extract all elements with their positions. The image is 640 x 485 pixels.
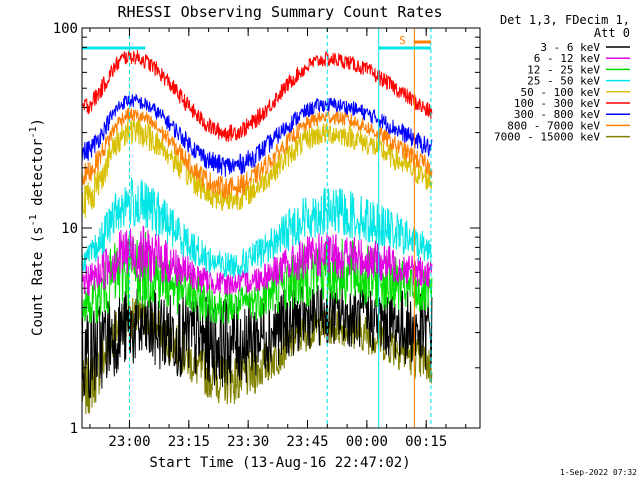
x-tick-label-3: 23:45	[286, 434, 328, 450]
x-tick-label-1: 23:15	[168, 434, 210, 450]
legend-label-7: 800 - 7000 keV	[507, 119, 600, 132]
y-label-close: )	[30, 118, 46, 126]
legend-header-line-1: Det 1,3, FDecim 1,	[500, 13, 630, 27]
series-line-0	[81, 285, 433, 399]
series-line-3	[81, 177, 433, 278]
x-tick-label-5: 00:15	[405, 434, 447, 450]
legend-label-8: 7000 - 15000 keV	[494, 131, 600, 144]
series-line-5	[81, 48, 433, 143]
chart-title: RHESSI Observing Summary Count Rates	[117, 3, 442, 21]
y-label-exp: -1	[28, 214, 39, 226]
series-line-4	[81, 117, 433, 220]
x-tick-label-2: 23:30	[227, 434, 269, 450]
x-tick-label-0: 23:00	[108, 434, 150, 450]
legend-label-3: 25 - 50 keV	[527, 75, 600, 88]
y-tick-label-2: 100	[53, 21, 78, 37]
legend-label-1: 6 - 12 keV	[534, 52, 601, 65]
axes: 1 10 100 23:00 23:15 23:30 23:45 00:00 00:15	[53, 21, 481, 450]
legend-label-5: 100 - 300 keV	[514, 97, 600, 110]
y-label-rest: detector	[30, 139, 46, 215]
legend-label-4: 50 - 100 keV	[521, 86, 601, 99]
render-timestamp: 1-Sep-2022 07:32	[560, 468, 637, 477]
legend-label-6: 300 - 800 keV	[514, 108, 600, 121]
saa-label: S	[399, 34, 406, 47]
legend-label-2: 12 - 25 keV	[527, 63, 600, 76]
series-line-1	[81, 225, 433, 296]
y-label-exp2: -1	[28, 126, 39, 138]
series-line-7	[81, 107, 433, 200]
y-tick-label-0: 1	[70, 421, 78, 437]
x-tick-label-4: 00:00	[346, 434, 388, 450]
legend-header-line-2: Att 0	[594, 26, 630, 40]
y-axis-label: Count Rate (s-1 detector-1)	[28, 118, 46, 336]
legend-label-0: 3 - 6 keV	[540, 41, 600, 54]
time-markers: S	[82, 28, 432, 428]
plot-area	[81, 48, 433, 415]
y-label-base: Count Rate (s	[30, 226, 46, 336]
x-axis-label: Start Time (13-Aug-16 22:47:02)	[149, 455, 410, 471]
series-line-6	[81, 93, 433, 177]
y-tick-label-1: 10	[61, 221, 78, 237]
